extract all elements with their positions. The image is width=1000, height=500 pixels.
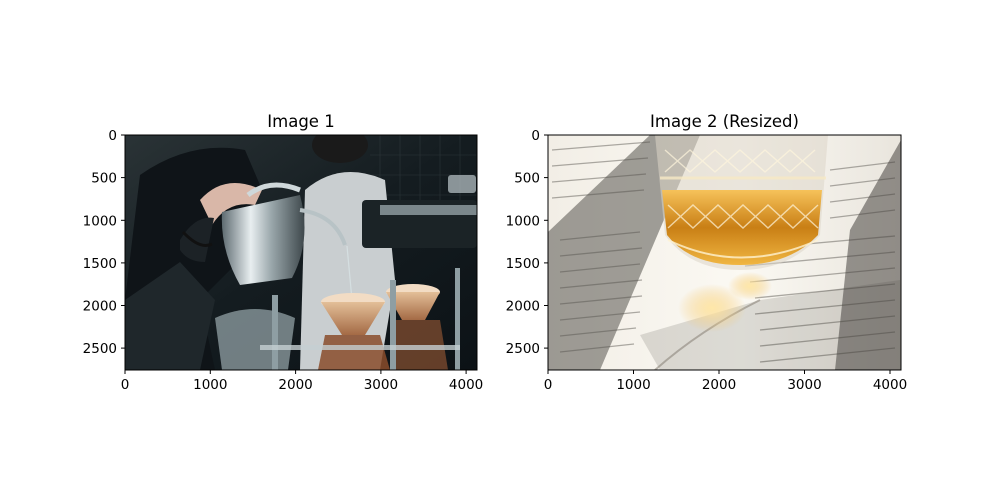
panel-2-xtick-label: 3000 — [787, 377, 821, 393]
panel-1-xtick-label: 1000 — [193, 377, 227, 393]
panel-1-xtick-label: 3000 — [364, 377, 398, 393]
panel-2-title: Image 2 (Resized) — [650, 112, 799, 131]
panel-2-ytick-label: 0 — [531, 128, 540, 144]
panel-1-ytick-label: 500 — [91, 171, 117, 187]
panel-2-frame — [547, 134, 902, 371]
panel-1: Image 1 — [83, 112, 484, 393]
panel-2-image — [548, 135, 901, 370]
panel-2-ytick-label: 500 — [514, 171, 540, 187]
panel-2-ytick-label: 2000 — [506, 299, 540, 315]
panel-2-y-ticks: 0 500 1000 1500 2000 2500 — [506, 128, 548, 357]
panel-1-ytick-label: 2000 — [83, 299, 117, 315]
panel-2-xtick-label: 1000 — [616, 377, 650, 393]
panel-1-ytick-label: 1000 — [83, 213, 117, 229]
panel-2-x-ticks: 0 1000 2000 3000 4000 — [544, 370, 907, 393]
panel-2-xtick-label: 2000 — [702, 377, 736, 393]
panel-1-frame — [124, 134, 478, 371]
panel-1-xtick-label: 0 — [121, 377, 130, 393]
panel-1-image — [125, 135, 477, 370]
panel-2-ytick-label: 1000 — [506, 213, 540, 229]
panel-2: Image 2 (Resized) — [506, 112, 908, 393]
panel-1-ytick-label: 2500 — [83, 341, 117, 357]
panel-1-xtick-label: 2000 — [278, 377, 312, 393]
panel-1-xtick-label: 4000 — [449, 377, 483, 393]
panel-2-ytick-label: 2500 — [506, 341, 540, 357]
panel-1-ytick-label: 1500 — [83, 256, 117, 272]
panel-1-y-ticks: 0 500 1000 1500 2000 2500 — [83, 128, 125, 357]
panel-2-xtick-label: 0 — [544, 377, 553, 393]
panel-2-ytick-label: 1500 — [506, 256, 540, 272]
panel-1-x-ticks: 0 1000 2000 3000 4000 — [121, 370, 483, 393]
panel-1-title: Image 1 — [267, 112, 334, 131]
panel-1-ytick-label: 0 — [108, 128, 117, 144]
panel-2-xtick-label: 4000 — [873, 377, 907, 393]
